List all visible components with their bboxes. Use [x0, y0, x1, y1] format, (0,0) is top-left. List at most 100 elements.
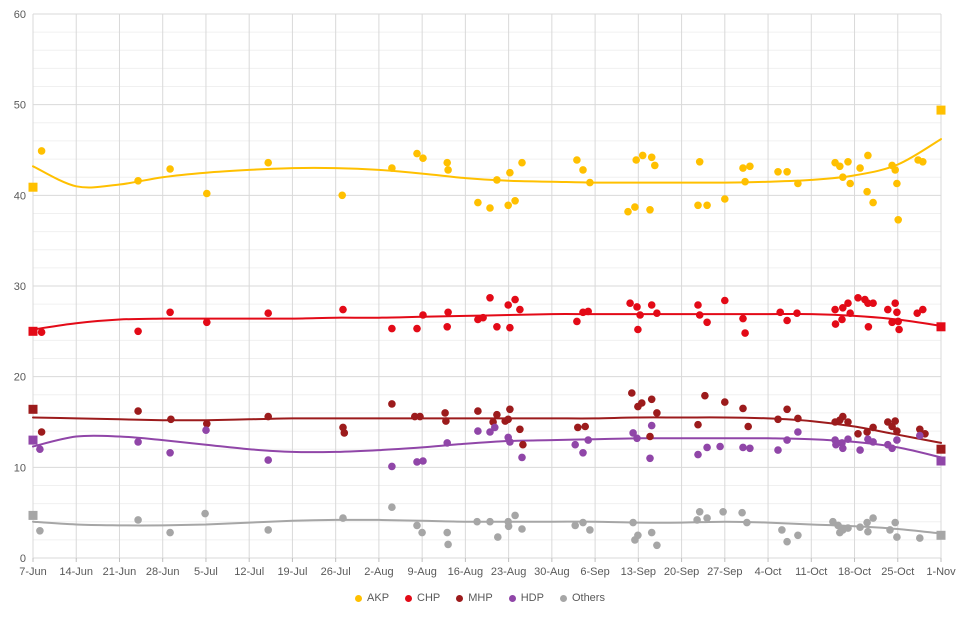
scatter-point-mhp	[519, 440, 527, 449]
scatter-point-hdp	[413, 458, 421, 466]
scatter-point-others	[586, 526, 594, 534]
scatter-point-akp	[504, 201, 512, 210]
scatter-point-akp	[856, 164, 864, 172]
scatter-point-chp	[783, 316, 791, 325]
scatter-point-akp	[739, 164, 747, 172]
scatter-point-chp	[444, 308, 452, 317]
minor-gridlines	[33, 31, 941, 541]
scatter-point-mhp	[264, 412, 273, 421]
legend-item-mhp: MHP	[456, 589, 493, 607]
x-axis-label: 14-Jun	[59, 566, 93, 578]
scatter-point-akp	[579, 166, 587, 174]
scatter-point-akp	[518, 158, 526, 167]
scatter-point-mhp	[744, 422, 752, 431]
scatter-point-akp	[783, 168, 791, 176]
scatter-point-hdp	[716, 442, 724, 451]
scatter-point-mhp	[167, 415, 175, 424]
y-axis-label: 30	[14, 281, 26, 293]
scatter-point-chp	[721, 296, 729, 305]
scatter-point-chp	[891, 299, 899, 308]
scatter-point-mhp	[694, 420, 702, 429]
legend-dot-mhp	[456, 594, 464, 602]
scatter-point-others	[511, 511, 519, 520]
scatter-point-chp	[703, 318, 711, 327]
series-points-hdp	[28, 421, 946, 471]
scatter-point-chp	[919, 305, 927, 314]
scatter-point-mhp	[516, 425, 524, 434]
scatter-point-akp	[774, 168, 782, 176]
scatter-point-akp	[863, 187, 871, 196]
chart-legend: AKP CHP MHP HDP Others	[0, 589, 960, 607]
scatter-point-akp	[203, 189, 211, 198]
scatter-point-chp	[893, 308, 901, 317]
scatter-point-akp	[864, 151, 872, 160]
x-axis-label: 27-Sep	[707, 566, 742, 578]
scatter-point-mhp	[701, 391, 709, 400]
scatter-point-others	[703, 514, 711, 522]
scatter-point-akp	[264, 158, 273, 167]
scatter-point-hdp	[202, 426, 210, 435]
scatter-point-others	[629, 518, 637, 527]
scatter-point-chp	[869, 299, 877, 308]
legend-label-chp: CHP	[417, 592, 441, 604]
scatter-point-hdp	[739, 443, 747, 452]
x-axis-label: 28-Jun	[146, 566, 180, 578]
result-marker-mhp	[936, 444, 946, 454]
scatter-point-akp	[869, 198, 877, 207]
scatter-point-akp	[573, 156, 581, 164]
scatter-point-chp	[846, 309, 854, 318]
scatter-point-chp	[264, 309, 273, 318]
scatter-point-hdp	[491, 423, 499, 432]
x-axis-label: 13-Sep	[621, 566, 656, 578]
scatter-point-others	[518, 525, 526, 533]
scatter-point-others	[486, 517, 494, 526]
scatter-point-others	[916, 534, 924, 542]
scatter-point-mhp	[504, 415, 512, 424]
scatter-point-mhp	[783, 405, 791, 414]
scatter-point-hdp	[36, 445, 44, 454]
result-marker-chp	[28, 326, 38, 336]
scatter-point-hdp	[388, 462, 396, 471]
scatter-point-chp	[443, 323, 452, 331]
scatter-point-mhp	[411, 412, 419, 421]
result-marker-hdp	[28, 435, 38, 445]
trend-path-akp	[32, 138, 942, 189]
scatter-point-chp	[479, 313, 487, 322]
x-axis-label: 5-Jul	[194, 566, 218, 578]
scatter-point-others	[166, 528, 174, 537]
scatter-point-chp	[419, 311, 427, 319]
scatter-point-mhp	[203, 420, 211, 428]
scatter-point-mhp	[863, 428, 871, 436]
scatter-point-chp	[511, 295, 519, 304]
scatter-point-chp	[37, 328, 46, 337]
scatter-point-others	[891, 518, 899, 527]
scatter-point-chp	[413, 324, 421, 333]
scatter-point-others	[579, 518, 587, 527]
scatter-point-chp	[339, 305, 347, 314]
scatter-point-chp	[884, 305, 892, 314]
x-axis-label: 21-Jun	[103, 566, 137, 578]
scatter-point-others	[36, 527, 44, 535]
scatter-point-hdp	[774, 446, 782, 454]
scatter-point-chp	[493, 323, 501, 331]
series-points-mhp	[28, 389, 946, 454]
scatter-point-chp	[647, 301, 656, 309]
scatter-point-chp	[864, 323, 873, 331]
legend-item-hdp: HDP	[508, 589, 544, 607]
scatter-point-hdp	[646, 454, 654, 463]
scatter-point-others	[693, 516, 701, 524]
scatter-point-mhp	[474, 407, 482, 415]
legend-item-others: Others	[559, 589, 605, 607]
legend-item-chp: CHP	[405, 589, 440, 607]
scatter-point-chp	[388, 324, 396, 333]
scatter-point-akp	[493, 176, 501, 184]
y-axis-label: 0	[20, 553, 26, 565]
x-axis-label: 16-Aug	[448, 566, 483, 578]
trend-path-chp	[32, 312, 942, 331]
scatter-point-mhp	[581, 422, 589, 431]
scatter-point-chp	[913, 309, 921, 318]
scatter-point-mhp	[574, 423, 582, 432]
scatter-point-others	[494, 533, 502, 541]
scatter-point-others	[743, 518, 751, 527]
